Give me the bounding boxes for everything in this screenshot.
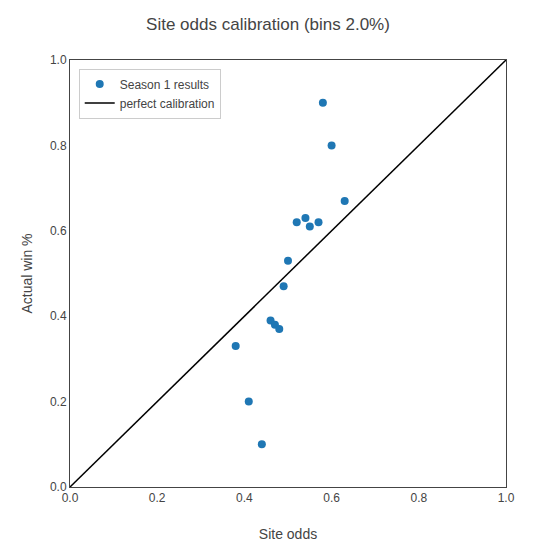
svg-text:1.0: 1.0 [50,53,67,67]
svg-text:Site odds calibration (bins 2.: Site odds calibration (bins 2.0%) [146,15,390,34]
svg-text:Site odds: Site odds [259,526,317,542]
svg-text:Season 1 results: Season 1 results [120,78,209,92]
svg-text:0.2: 0.2 [149,491,166,505]
svg-text:0.2: 0.2 [50,395,67,409]
svg-text:Actual win %: Actual win % [19,233,35,313]
svg-text:0.8: 0.8 [50,139,67,153]
svg-text:1.0: 1.0 [498,491,515,505]
svg-text:0.6: 0.6 [323,491,340,505]
svg-text:0.0: 0.0 [50,480,67,494]
svg-text:0.6: 0.6 [50,224,67,238]
svg-text:0.0: 0.0 [62,491,79,505]
svg-text:0.4: 0.4 [50,309,67,323]
svg-text:0.4: 0.4 [236,491,253,505]
svg-text:0.8: 0.8 [410,491,427,505]
svg-text:perfect calibration: perfect calibration [120,97,215,111]
